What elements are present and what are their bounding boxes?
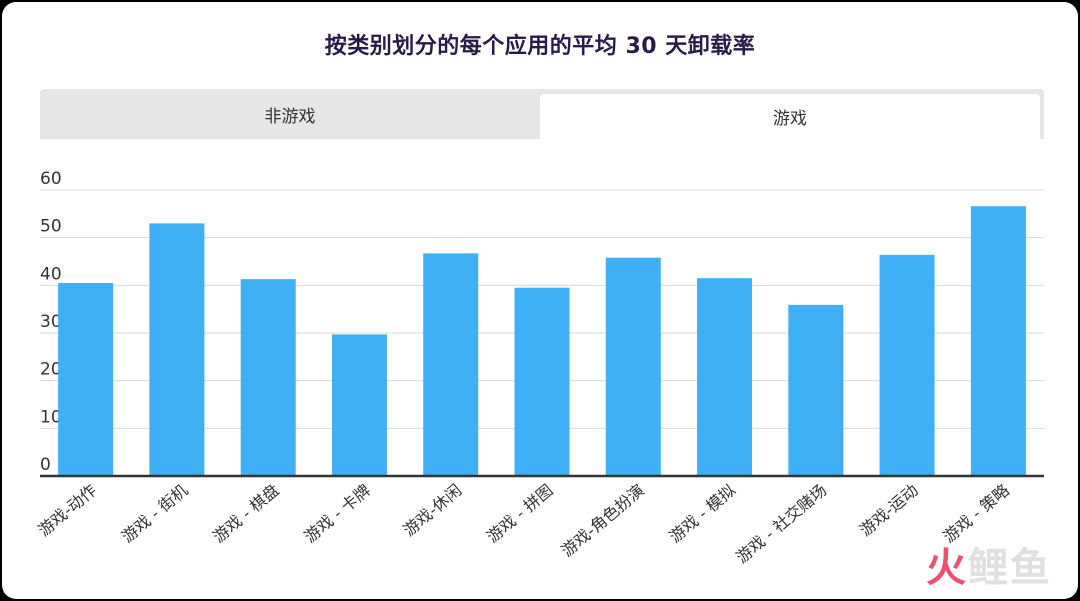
- bar: [240, 279, 296, 476]
- x-tick-label: 游戏-运动: [856, 481, 922, 540]
- y-tick-label: 20: [40, 360, 62, 380]
- tab-non-games[interactable]: 非游戏: [264, 106, 316, 127]
- x-tick-label: 游戏-角色扮演: [558, 481, 648, 561]
- y-tick-label: 30: [40, 312, 62, 332]
- x-tick-label: 游戏-动作: [35, 481, 101, 540]
- x-tick-label: 游戏 - 模拟: [666, 481, 739, 547]
- watermark-logo: 火鲤鱼: [926, 545, 1052, 591]
- bar: [58, 282, 114, 476]
- bar: [788, 304, 844, 476]
- bar: [149, 223, 205, 476]
- category-tabs: 非游戏 游戏: [40, 89, 1044, 139]
- y-tick-label: 40: [40, 264, 62, 284]
- bar: [697, 278, 753, 476]
- bar: [423, 253, 479, 476]
- bar: [331, 334, 387, 476]
- tab-games[interactable]: 游戏: [540, 94, 1040, 139]
- chart-title: 按类别划分的每个应用的平均 30 天卸载率: [324, 34, 756, 59]
- x-tick-label: 游戏 - 棋盘: [209, 481, 282, 547]
- y-tick-label: 10: [40, 407, 62, 427]
- y-tick-label: 0: [40, 455, 51, 475]
- bar: [605, 257, 661, 476]
- bar: [879, 254, 935, 476]
- x-tick-label: 游戏 - 街机: [118, 481, 191, 547]
- bar: [970, 206, 1026, 476]
- bar: [514, 287, 570, 476]
- x-tick-label: 游戏 - 卡牌: [301, 481, 374, 547]
- x-tick-label: 游戏 - 社交赌场: [732, 481, 830, 568]
- y-tick-label: 50: [40, 217, 62, 237]
- x-tick-label: 游戏-休闲: [400, 481, 466, 540]
- x-tick-label: 游戏 - 拼图: [483, 481, 556, 547]
- y-tick-label: 60: [40, 169, 62, 189]
